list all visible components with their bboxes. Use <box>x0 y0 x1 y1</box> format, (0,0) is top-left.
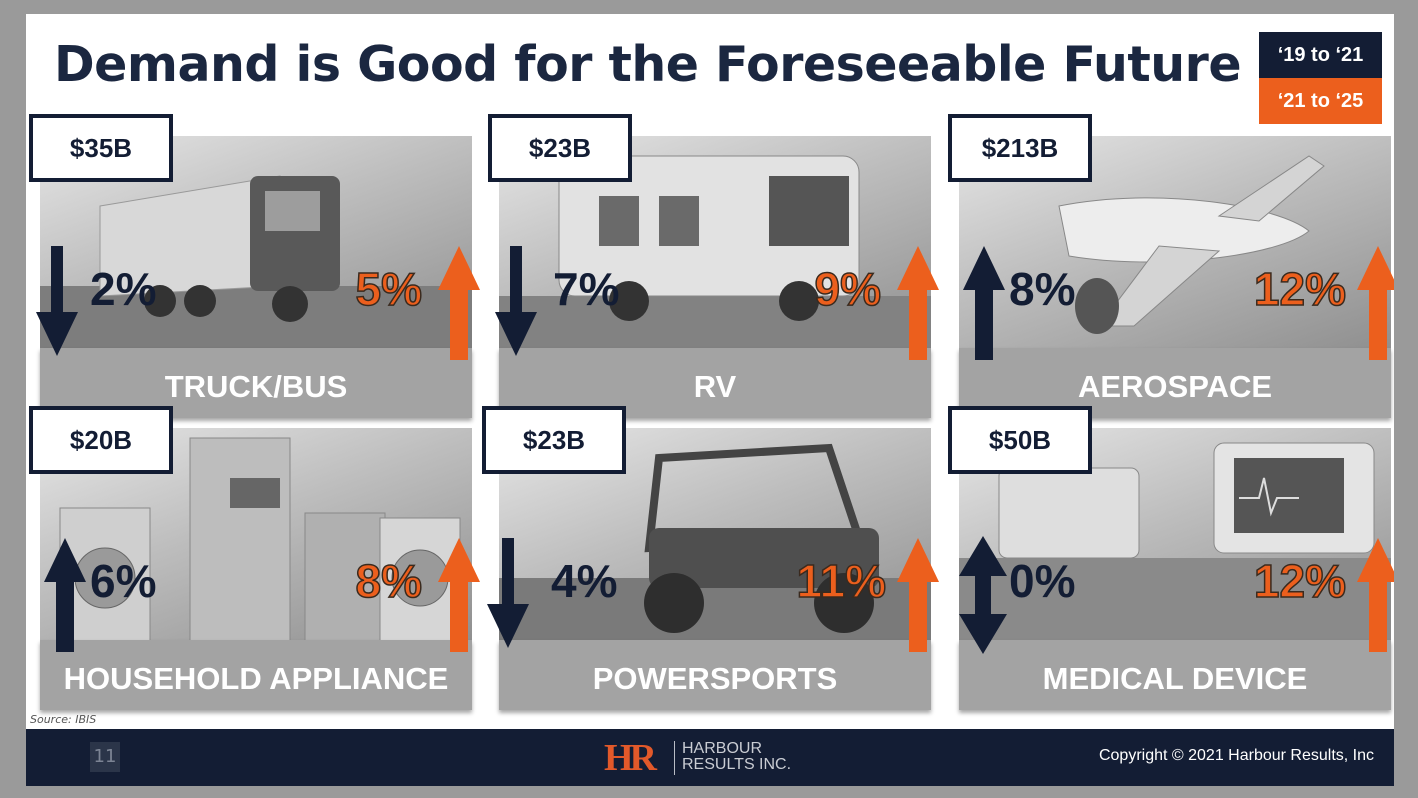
market-panel-medical-device: MEDICAL DEVICE $50B 0% 12% <box>948 406 1394 710</box>
market-name: AEROSPACE <box>1077 369 1273 404</box>
label-bar: POWERSPORTS <box>499 640 931 710</box>
market-name: HOUSEHOLD APPLIANCE <box>63 661 449 696</box>
medical-image <box>959 428 1391 641</box>
up-arrow-icon <box>1357 246 1394 360</box>
up-down-arrow-icon <box>959 536 1007 654</box>
slide: Demand is Good for the Foreseeable Futur… <box>26 14 1394 786</box>
up-arrow-icon <box>897 538 939 652</box>
up-arrow-icon <box>44 538 86 652</box>
label-bar: TRUCK/BUS <box>40 348 472 418</box>
market-name: MEDICAL DEVICE <box>1042 661 1308 696</box>
logo-text: HARBOUR RESULTS INC. <box>682 741 791 773</box>
up-arrow-icon <box>438 246 480 360</box>
market-panel-powersports: POWERSPORTS $23B 4% 11% <box>482 406 939 710</box>
market-size-badge: $23B <box>488 114 632 182</box>
growth-19-21: 7% <box>553 263 620 315</box>
down-arrow-icon <box>495 246 537 356</box>
market-panel-household-appliance: HOUSEHOLD APPLIANCE $20B 6% 8% <box>29 406 480 710</box>
growth-19-21: 4% <box>551 555 618 607</box>
utv-icon <box>499 443 931 641</box>
market-size-badge: $35B <box>29 114 173 182</box>
market-panel-aerospace: AEROSPACE $213B 8% 12% <box>948 114 1394 418</box>
page-number: 11 <box>90 742 120 772</box>
market-name: POWERSPORTS <box>592 661 838 696</box>
legend-period-1: ‘19 to ‘21 <box>1259 32 1382 78</box>
market-name: RV <box>693 369 737 404</box>
down-arrow-icon <box>36 246 78 356</box>
logo-line-1: HARBOUR <box>682 740 763 757</box>
growth-21-25: 12% <box>1253 263 1347 315</box>
copyright: Copyright © 2021 Harbour Results, Inc <box>1098 747 1374 764</box>
footer: 11 HR HARBOUR RESULTS INC. Copyright © 2… <box>26 729 1394 786</box>
logo-mark: HR <box>604 737 657 779</box>
growth-19-21: 0% <box>1009 555 1076 607</box>
label-bar: MEDICAL DEVICE <box>959 640 1391 710</box>
growth-21-25: 12% <box>1253 555 1347 607</box>
legend-period-2: ‘21 to ‘25 <box>1259 78 1382 124</box>
truck-image <box>40 136 472 349</box>
up-arrow-icon <box>963 246 1005 360</box>
market-name: TRUCK/BUS <box>164 369 348 404</box>
down-arrow-icon <box>487 538 529 648</box>
market-size-badge: $20B <box>29 406 173 474</box>
period-legend: ‘19 to ‘21 ‘21 to ‘25 <box>1259 32 1382 124</box>
growth-19-21: 8% <box>1009 263 1076 315</box>
airplane-icon <box>1058 155 1325 334</box>
label-bar: HOUSEHOLD APPLIANCE <box>40 640 472 710</box>
market-panel-rv: RV $23B 7% 9% <box>488 114 939 418</box>
rv-icon <box>499 155 931 349</box>
source-note: Source: IBIS <box>30 713 97 726</box>
up-arrow-icon <box>438 538 480 652</box>
medical-monitor-icon <box>959 442 1391 641</box>
truck-icon <box>40 175 472 349</box>
growth-21-25: 5% <box>355 263 423 315</box>
growth-19-21: 6% <box>90 555 157 607</box>
logo-line-2: RESULTS INC. <box>682 756 792 773</box>
up-arrow-icon <box>1357 538 1394 652</box>
growth-21-25: 9% <box>814 263 882 315</box>
growth-21-25: 11% <box>796 555 887 607</box>
market-size-badge: $213B <box>948 114 1092 182</box>
growth-19-21: 2% <box>90 263 157 315</box>
logo-divider <box>674 741 675 775</box>
powersports-image <box>499 428 931 641</box>
market-size-badge: $23B <box>482 406 626 474</box>
growth-21-25: 8% <box>355 555 423 607</box>
up-arrow-icon <box>897 246 939 360</box>
slide-title: Demand is Good for the Foreseeable Futur… <box>54 36 1242 93</box>
market-size-badge: $50B <box>948 406 1092 474</box>
market-panel-truck-bus: TRUCK/BUS $35B 2% 5% <box>29 114 480 418</box>
